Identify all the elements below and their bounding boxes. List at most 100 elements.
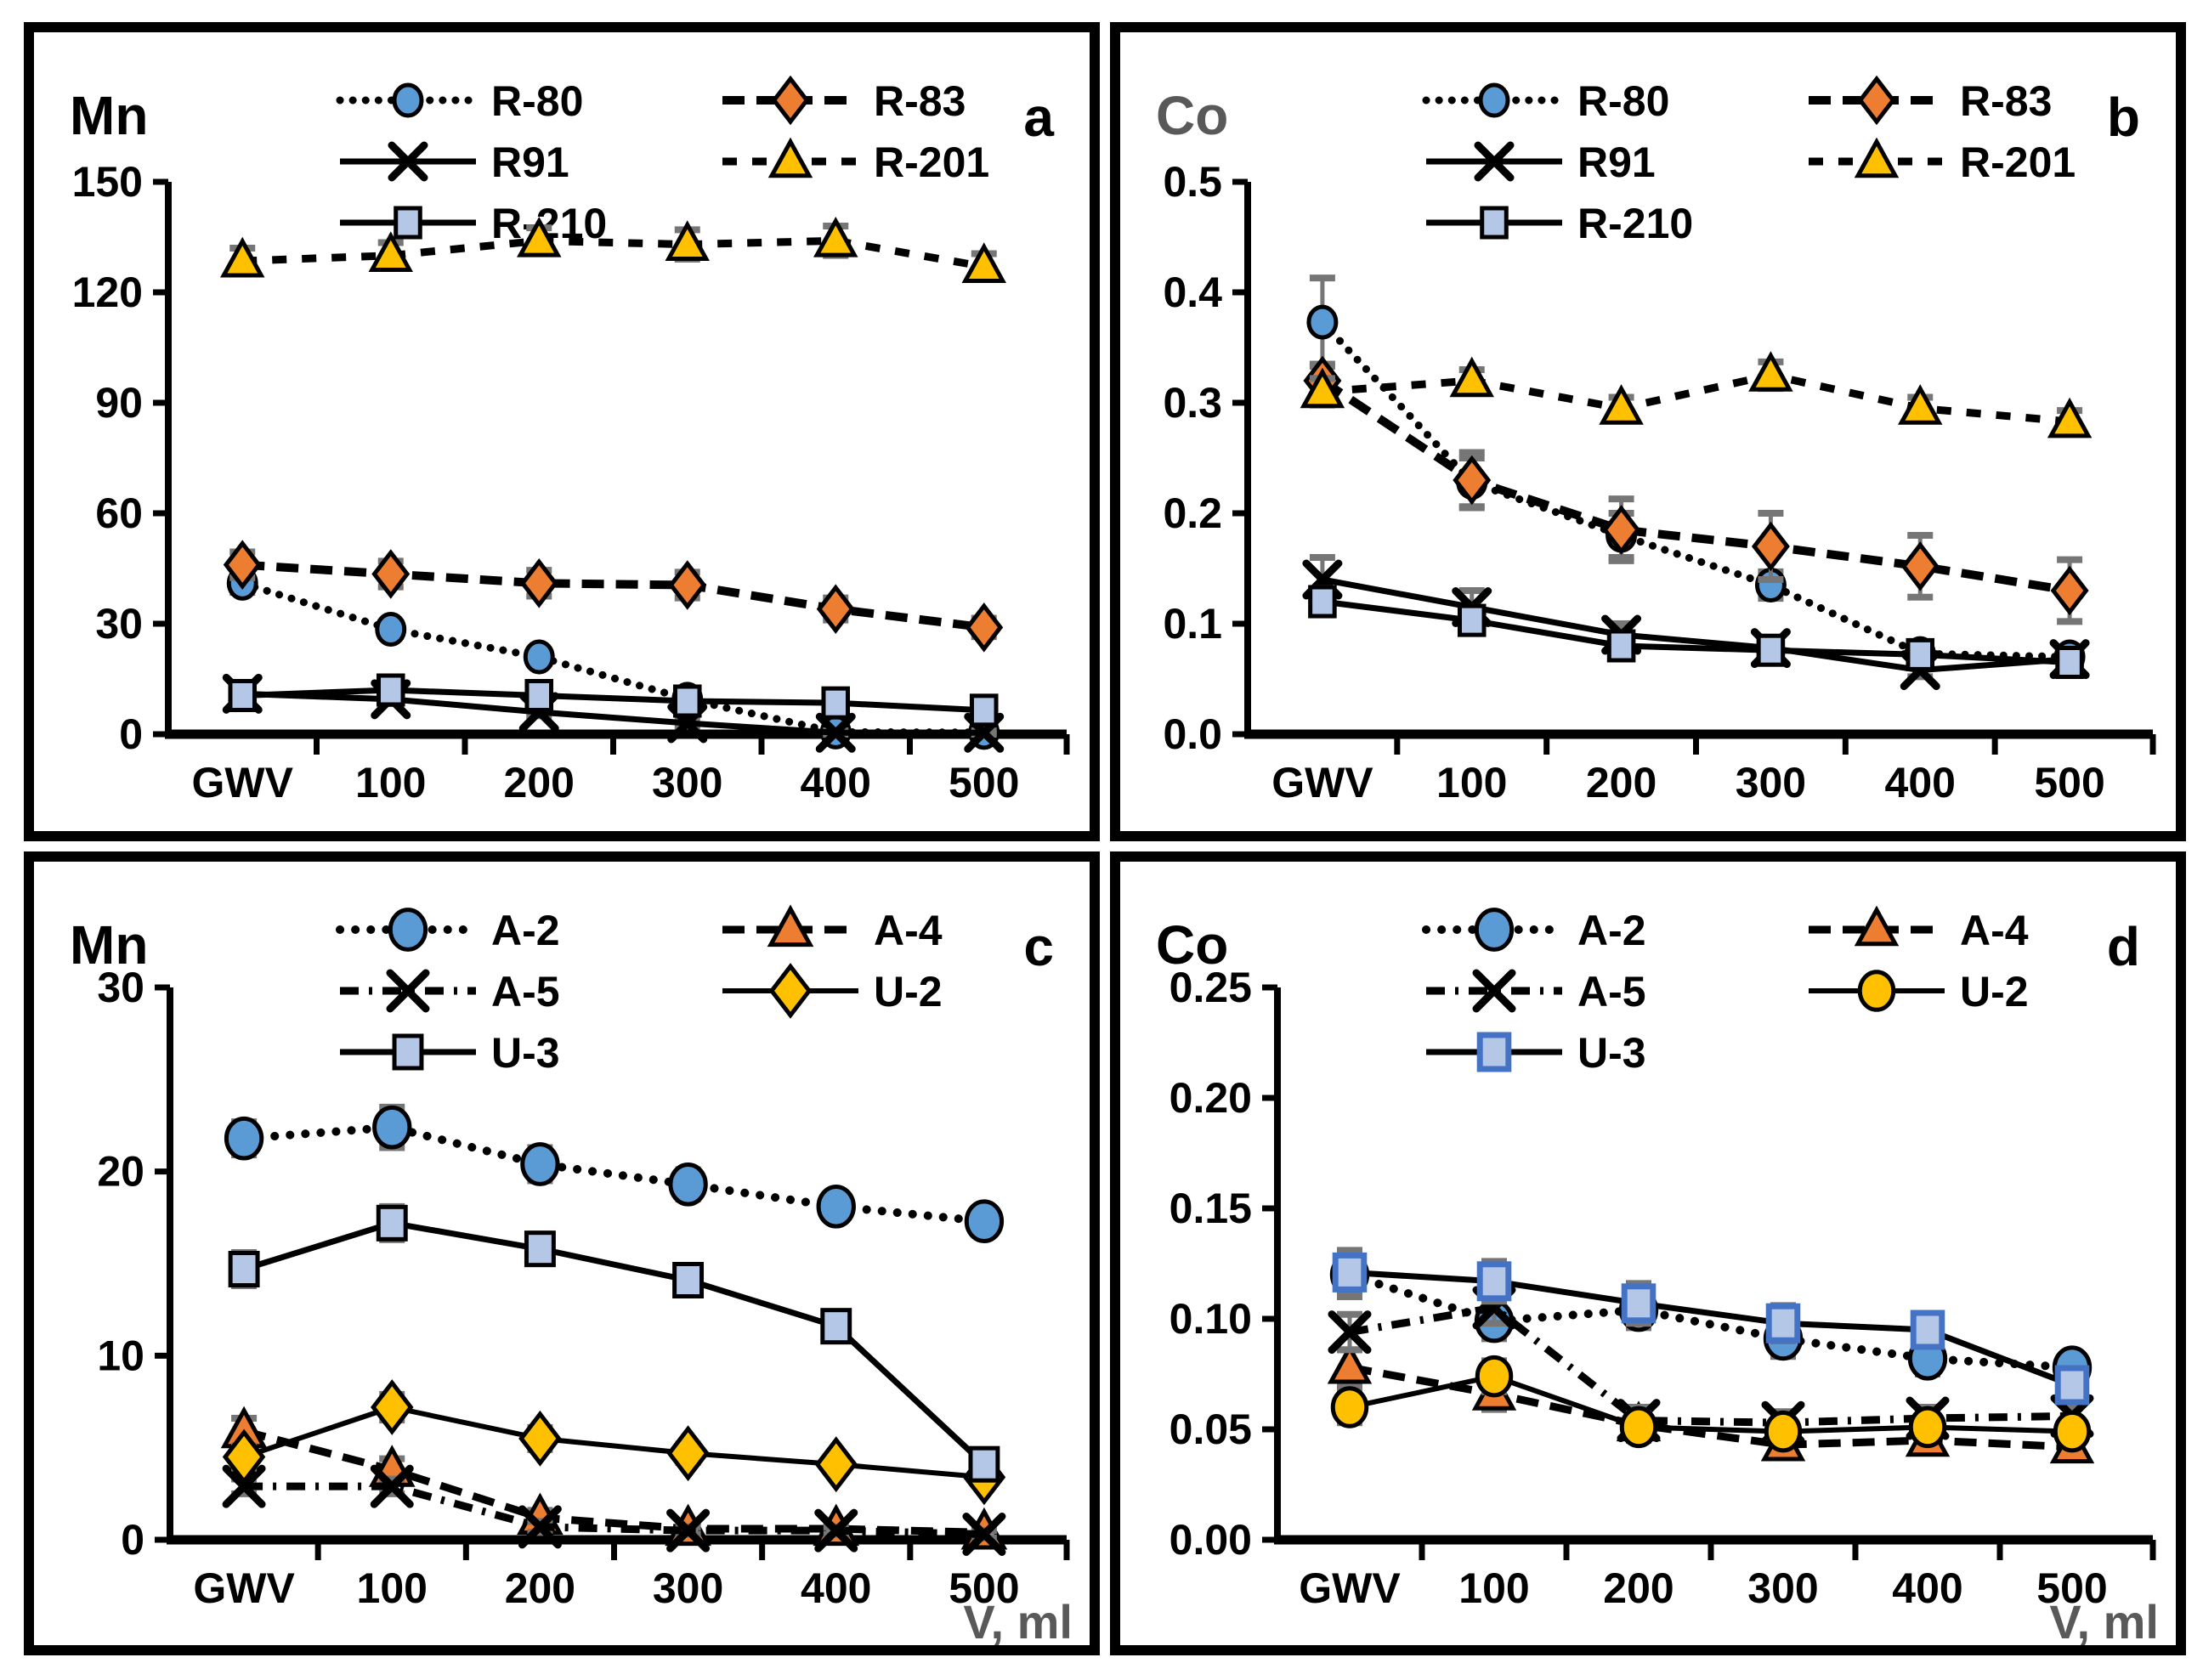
A-4-legend-marker-triangle-icon (767, 904, 814, 947)
series-line-A-4 (242, 1427, 985, 1536)
legend-item-U-3 (1426, 1032, 1562, 1072)
data-point-R-83 (1900, 541, 1940, 591)
series-U-3 (228, 1202, 1000, 1483)
panel-letter: b (2107, 87, 2140, 148)
data-point-A-2 (964, 1199, 1005, 1243)
data-point-U-3 (2054, 1365, 2090, 1406)
data-point-A-5 (222, 1464, 266, 1508)
chart-panel-a: 0 30 60 90 120 150 GWV 100 200 300 400 500 Mn a R-80 R-… (24, 22, 1100, 841)
series-line-A-2 (240, 1123, 988, 1226)
chart-panel-b: 0.0 0.1 0.2 0.3 0.4 0.5 GWV 100 200 300 400 500 Co b R… (1110, 22, 2186, 841)
series-A-5 (222, 1464, 1006, 1556)
panel-title: Co (1156, 85, 1228, 146)
A-4-legend-marker-triangle-icon (1854, 905, 1900, 947)
R-83-legend-marker-diamond-icon (771, 75, 810, 126)
legend-item-R-210 (1426, 206, 1562, 240)
series-line-A-4 (1349, 1363, 2073, 1451)
x-category-label: 200 (1603, 1564, 1673, 1612)
legend-item-A-2 (336, 908, 480, 952)
series-line-R-201 (1322, 371, 2070, 426)
panel-letter: a (1023, 87, 1054, 148)
series-R-83 (223, 540, 1004, 653)
x-category-label: 200 (505, 1564, 575, 1612)
series-A-2 (224, 1103, 1005, 1243)
data-point-A-2 (224, 1116, 264, 1161)
data-point-R-210 (376, 673, 405, 707)
data-point-A-5 (518, 1505, 562, 1549)
x-category-label: 100 (1436, 759, 1507, 806)
data-point-R-210 (969, 693, 999, 727)
legend-item-R91 (1426, 141, 1562, 182)
legend-item-R-80 (336, 82, 480, 118)
legend-item-A-4 (1809, 905, 1945, 947)
y-tick-label: 150 (72, 158, 143, 206)
y-tick-label: 0.4 (1163, 269, 1222, 316)
data-point-U-3 (376, 1204, 408, 1242)
data-point-U-2 (1764, 1410, 1803, 1453)
y-tick-label: 0.25 (1169, 964, 1252, 1011)
panel-title: Mn (70, 85, 148, 146)
x-category-label: 500 (2034, 759, 2104, 806)
legend-item-R-83 (722, 75, 858, 126)
x-category-label: GWV (1271, 759, 1373, 806)
data-point-U-3 (524, 1230, 556, 1268)
legend-label: R-83 (874, 77, 966, 125)
legend-label: R-80 (491, 77, 583, 125)
x-category-label: 500 (949, 759, 1019, 806)
legend-item-R-80 (1422, 82, 1566, 118)
data-point-R-210 (1906, 637, 1935, 671)
series-R-201 (1300, 351, 2093, 438)
legend-label: A-4 (874, 907, 943, 954)
panel-title: Co (1156, 914, 1228, 976)
series-line-U-2 (1349, 1373, 2073, 1434)
data-point-A-5 (962, 1513, 1006, 1556)
data-point-R-83 (668, 560, 707, 610)
chart-panel-c: 0 10 20 30 GWV 100 200 300 400 500 Mn c V, ml A-2 A-4 A… (24, 851, 1100, 1655)
data-point-R-201 (1300, 367, 1345, 409)
y-tick-label: 60 (95, 489, 143, 537)
A-5-legend-marker-x-icon (386, 969, 430, 1013)
U-3-legend-marker-square-icon (392, 1033, 424, 1071)
data-point-R-201 (961, 242, 1006, 283)
series-line-U-3 (1349, 1269, 2074, 1389)
series-A-2 (1329, 1249, 2093, 1390)
series-line-U-2 (243, 1405, 985, 1480)
A-5-legend-marker-x-icon (1472, 969, 1516, 1013)
x-category-label: 400 (1885, 759, 1956, 806)
legend-item-U-3 (340, 1033, 476, 1071)
data-point-R-83 (1602, 505, 1641, 555)
legend-label: R-83 (1960, 77, 2052, 125)
series-line-R91 (1322, 576, 2070, 674)
data-point-U-2 (371, 1379, 414, 1435)
y-tick-label: 20 (97, 1148, 144, 1196)
x-category-label: 500 (2036, 1564, 2107, 1612)
data-point-U-2 (2053, 1410, 2092, 1453)
R-83-legend-marker-diamond-icon (1857, 75, 1896, 126)
data-point-U-3 (228, 1251, 260, 1287)
A-2-legend-marker-circle-icon (388, 908, 428, 952)
x-category-label: GWV (192, 759, 294, 806)
R-201-legend-marker-triangle-icon (1854, 137, 1900, 178)
data-point-R-210 (1457, 603, 1487, 637)
x-category-label: 100 (357, 1564, 428, 1612)
data-point-A-4 (1327, 1343, 1373, 1384)
x-category-label: 300 (652, 759, 722, 806)
series-line-U-3 (243, 1219, 987, 1467)
series-R-210 (1308, 585, 2084, 679)
legend-label: U-2 (1960, 968, 2029, 1015)
U-3-legend-marker-square-icon (1476, 1032, 1512, 1072)
data-point-R-83 (965, 602, 1004, 653)
series-U-2 (1330, 1355, 2092, 1453)
data-point-A-2 (668, 1162, 708, 1207)
data-point-R-201 (1748, 351, 1793, 392)
series-line-A-5 (1349, 1304, 2073, 1427)
y-tick-label: 10 (97, 1332, 144, 1379)
data-point-R-210 (1606, 629, 1636, 663)
data-point-A-2 (520, 1142, 560, 1186)
x-category-label: 100 (355, 759, 426, 806)
chart-svg-d: 0.00 0.05 0.10 0.15 0.20 0.25 GWV 100 200 300 400 5… (1156, 905, 2159, 1645)
data-point-A-5 (370, 1464, 414, 1508)
chart-panel-d: 0.00 0.05 0.10 0.15 0.20 0.25 GWV 100 200 300 400 5… (1110, 851, 2186, 1655)
data-point-U-2 (666, 1425, 710, 1482)
